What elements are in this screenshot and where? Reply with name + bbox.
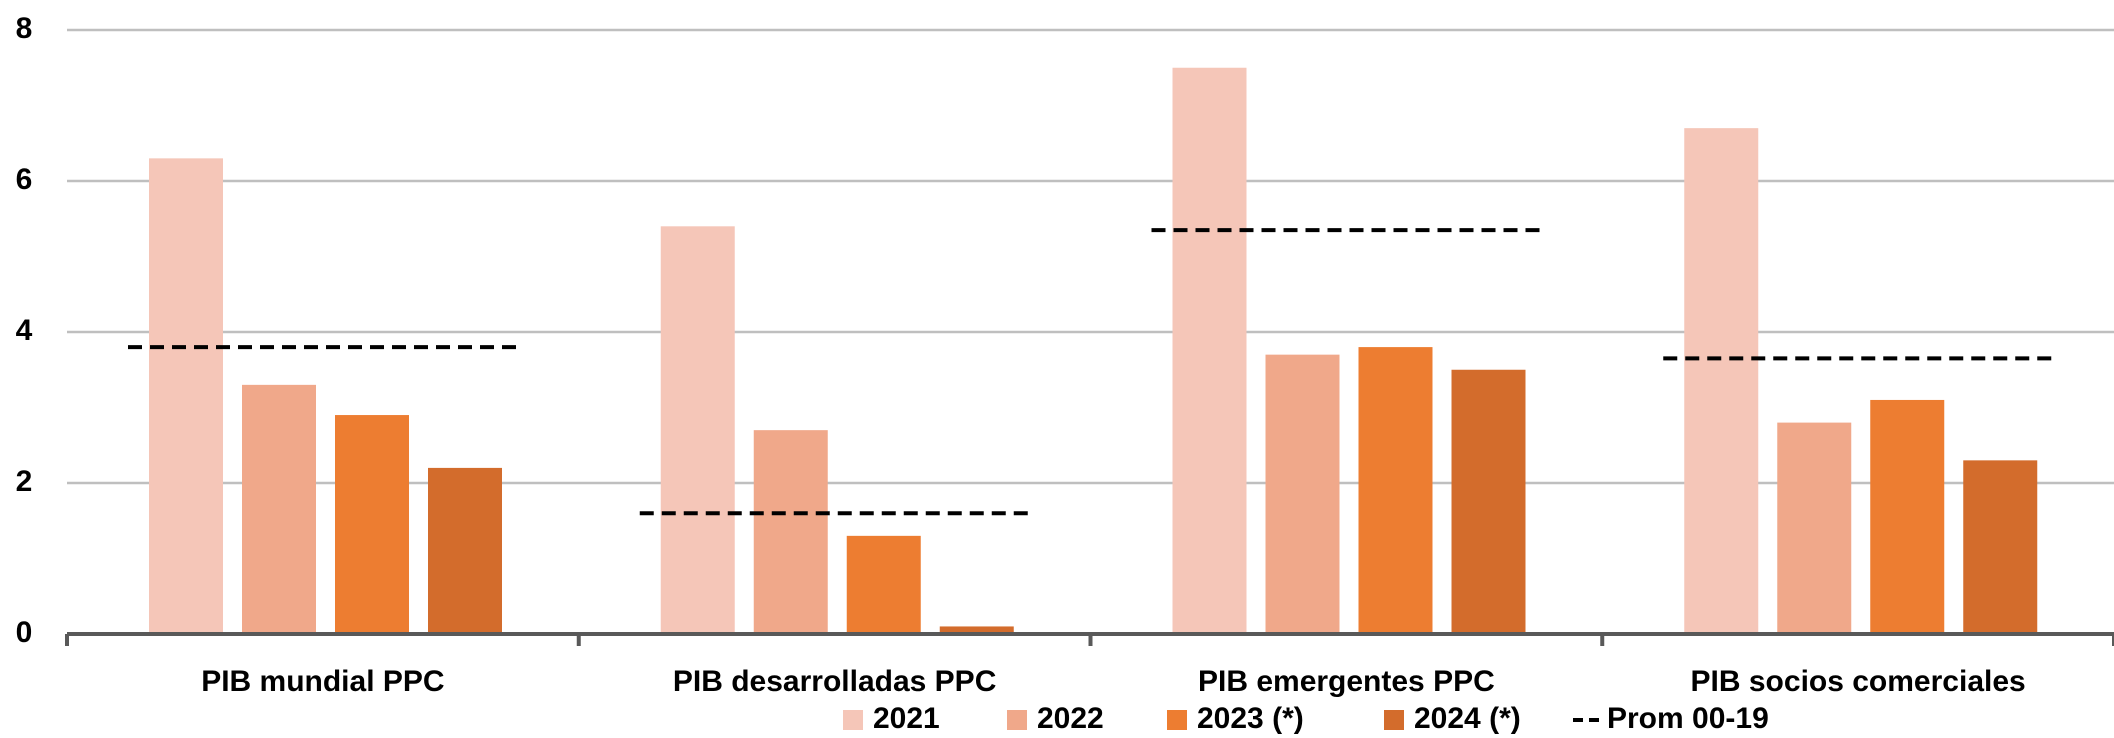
- bar: [1870, 399, 1945, 634]
- legend-marker: [1167, 710, 1187, 730]
- bar: [1684, 128, 1759, 634]
- x-tick-label: PIB socios comerciales: [1691, 665, 2026, 698]
- legend-label: 2022: [1037, 702, 1104, 735]
- bar: [1172, 67, 1247, 634]
- legend-marker: [843, 710, 863, 730]
- bar: [1963, 460, 2038, 634]
- bar: [428, 467, 502, 634]
- y-tick-label: 4: [16, 314, 33, 347]
- legend-label: 2021: [873, 702, 940, 735]
- bar: [149, 158, 223, 634]
- bar: [753, 430, 828, 634]
- y-tick-label: 0: [16, 616, 33, 649]
- legend-marker: [1007, 710, 1027, 730]
- legend-label: 2023 (*): [1197, 702, 1304, 735]
- bar: [1265, 354, 1340, 634]
- y-tick-label: 6: [16, 163, 33, 196]
- x-tick-label: PIB emergentes PPC: [1198, 665, 1495, 698]
- bar: [1358, 347, 1433, 634]
- bar: [1451, 369, 1526, 634]
- legend-marker: [1384, 710, 1404, 730]
- x-tick-label: PIB desarrolladas PPC: [673, 665, 996, 698]
- y-tick-label: 8: [16, 12, 33, 45]
- x-tick-label: PIB mundial PPC: [201, 665, 444, 698]
- legend-label: Prom 00-19: [1607, 702, 1769, 735]
- bar: [939, 626, 1014, 634]
- bar: [242, 384, 316, 634]
- y-tick-label: 2: [16, 465, 33, 498]
- legend-label: 2024 (*): [1414, 702, 1521, 735]
- bar: [335, 415, 409, 634]
- bar: [1777, 422, 1852, 634]
- bar: [846, 535, 921, 634]
- bar: [660, 226, 735, 635]
